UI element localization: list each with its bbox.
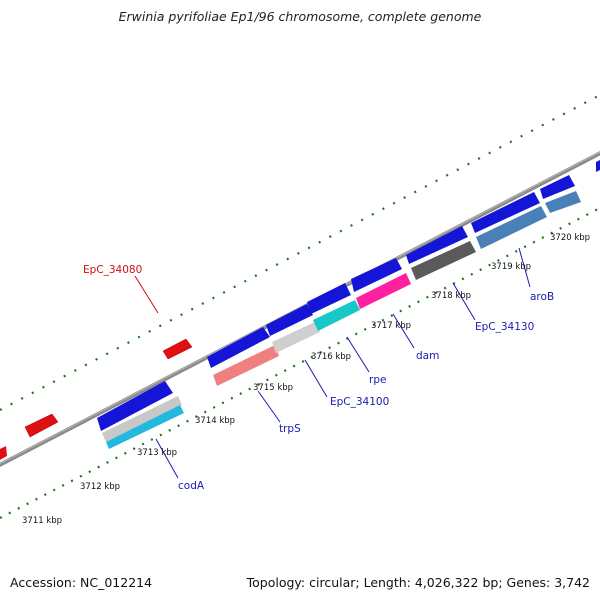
map-title: Erwinia pyrifoliae Ep1/96 chromosome, co… — [118, 9, 482, 24]
gene-bar-steelblue-aroB — [545, 191, 581, 213]
gene-label-dam: dam — [416, 350, 439, 362]
ruler-label: 3718 kbp — [431, 291, 471, 301]
ruler-label: 3719 kbp — [491, 262, 531, 272]
ruler-label: 3714 kbp — [195, 416, 235, 426]
ruler-label: 3715 kbp — [253, 383, 293, 393]
gene-bar-cyan-codA — [106, 405, 184, 449]
gene-blue-1 — [97, 381, 173, 431]
gene-blue-3 — [266, 304, 313, 336]
gene-bar-salmon-trpS — [213, 345, 279, 386]
gene-blue-9 — [596, 160, 600, 172]
gene-bar-magenta-dam — [356, 273, 411, 309]
gene-label-trpS: trpS — [279, 423, 301, 435]
gene-bar-grey-EpC_34100 — [272, 322, 320, 353]
leader-lines — [155, 247, 531, 479]
gene-blue-8 — [540, 175, 575, 199]
accession-label: Accession: NC_012214 — [10, 575, 153, 590]
gene-blue-7 — [471, 192, 540, 233]
gene-bar-darkgrey — [411, 241, 476, 280]
gene-label-rpe: rpe — [369, 374, 386, 386]
gene-label-aroB: aroB — [530, 291, 554, 303]
gene-bar-grey-1 — [102, 396, 182, 442]
gene-label-EpC_34100: EpC_34100 — [330, 396, 389, 408]
ruler-label: 3712 kbp — [80, 482, 120, 492]
gene-blue-4 — [307, 283, 351, 314]
gene-blue-5 — [351, 258, 402, 292]
ruler-minor-ticks — [0, 207, 600, 519]
gene-red-EpC_34080 — [162, 338, 193, 360]
gene-red-2 — [24, 413, 59, 438]
leader-line-EpC_34080 — [134, 275, 159, 314]
gene-blue-6 — [406, 226, 468, 264]
gene-blue-2 — [207, 327, 270, 368]
ruler-label: 3716 kbp — [311, 352, 351, 362]
gene-label-codA: codA — [178, 480, 205, 492]
gene-label-EpC_34130: EpC_34130 — [475, 321, 534, 333]
gene-label-EpC_34080: EpC_34080 — [83, 264, 142, 276]
gene-red-1 — [0, 446, 7, 460]
gene-bar-teal-rpe — [313, 300, 360, 331]
ruler-label: 3717 kbp — [371, 321, 411, 331]
ruler-label: 3720 kbp — [550, 233, 590, 243]
ruler-label: 3711 kbp — [22, 516, 62, 526]
outer-tick-ring — [0, 94, 600, 411]
ruler-label: 3713 kbp — [137, 448, 177, 458]
gene-bar-steelblue-1 — [476, 206, 547, 249]
genome-summary: Topology: circular; Length: 4,026,322 bp… — [246, 575, 590, 590]
